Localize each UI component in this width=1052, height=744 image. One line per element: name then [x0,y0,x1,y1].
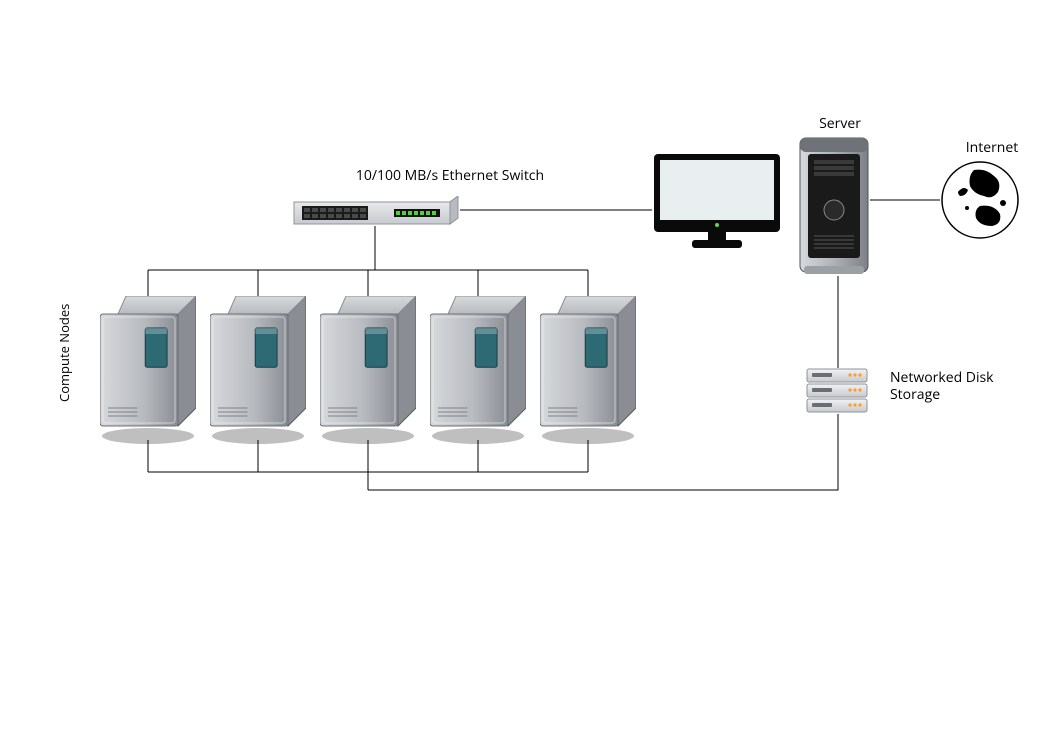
server-tower-icon [798,136,870,276]
compute-nodes-label: Compute Nodes [55,304,73,402]
monitor-icon [652,152,782,254]
ethernet-switch-icon [290,196,460,226]
globe-icon [940,160,1020,240]
disk-storage-icon [806,368,868,414]
compute-node-icon [100,296,196,444]
storage-label: Networked Disk Storage [890,370,1010,404]
internet-label: Internet [952,140,1032,157]
compute-node-icon [320,296,416,444]
switch-label: 10/100 MB/s Ethernet Switch [350,168,550,185]
server-label: Server [800,116,880,133]
compute-node-icon [210,296,306,444]
compute-node-icon [430,296,526,444]
compute-node-icon [540,296,636,444]
